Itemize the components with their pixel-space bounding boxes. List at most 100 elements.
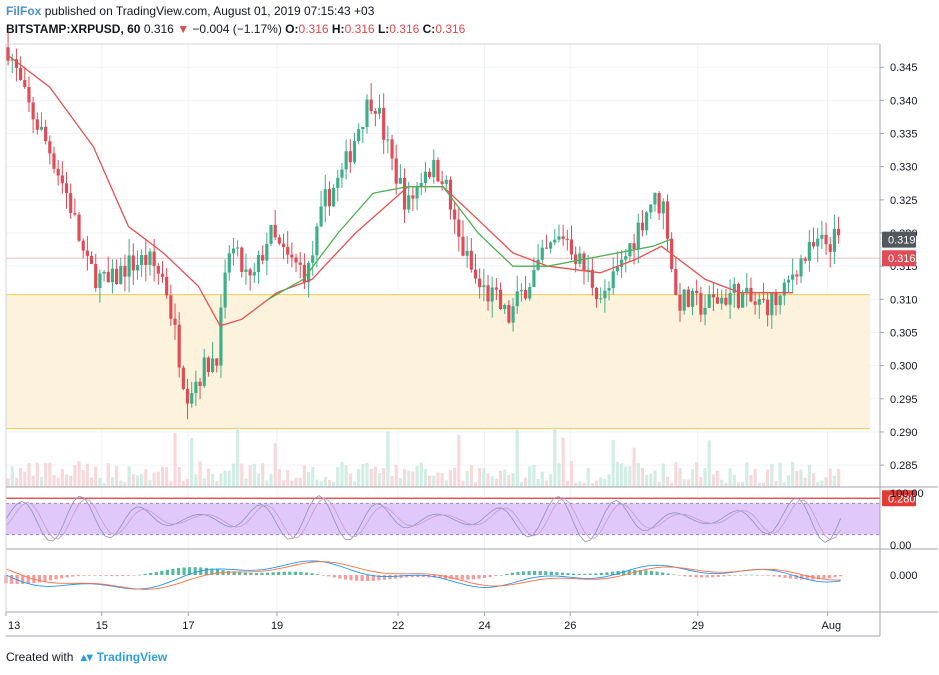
macd-histogram-bar <box>839 575 843 577</box>
volume-bar <box>181 480 185 487</box>
candle-body <box>749 287 753 302</box>
macd-histogram-bar <box>744 574 748 576</box>
candle-body <box>786 279 791 283</box>
candle-body <box>732 283 736 293</box>
candle-body <box>448 179 453 210</box>
time-tick-label: Aug <box>822 620 842 632</box>
candle-body <box>678 294 682 311</box>
candle-body <box>745 287 749 294</box>
macd-histogram-bar <box>154 571 158 575</box>
candle-body <box>236 247 240 249</box>
volume-bar <box>23 471 27 487</box>
time-tick-label: 24 <box>479 620 491 632</box>
volume-bar <box>273 443 277 487</box>
down-arrow-icon: ▼ <box>177 22 190 36</box>
macd-histogram-bar <box>661 572 665 575</box>
candle-body <box>674 268 678 295</box>
macd-histogram-bar <box>605 572 609 575</box>
candle-body <box>98 273 102 288</box>
price-tick-label: 0.310 <box>890 294 918 306</box>
volume-bar <box>194 474 198 487</box>
macd-histogram-bar <box>449 575 453 580</box>
tradingview-logo-icon[interactable]: ▴▾ <box>80 650 93 664</box>
author-name[interactable]: FilFox <box>6 4 42 18</box>
volume-bar <box>332 482 336 487</box>
price-axis[interactable]: 0.3450.3400.3350.3300.3250.3200.3150.310… <box>880 62 924 582</box>
time-axis[interactable]: 13 15 17 19 22 24 26 29 Aug <box>5 612 880 637</box>
candle-body <box>35 119 39 130</box>
candle-body <box>332 187 336 207</box>
macd-histogram-bar <box>599 572 603 575</box>
macd-histogram-bar <box>555 572 559 575</box>
candle-body <box>261 255 265 261</box>
volume-bar <box>824 477 828 487</box>
candle-body <box>690 290 695 307</box>
candle-body <box>277 237 281 244</box>
volume-bar <box>653 470 657 487</box>
macd-histogram-bar <box>71 575 75 577</box>
macd-histogram-bar <box>533 570 537 575</box>
candle-body <box>557 236 561 240</box>
macd-histogram-bar <box>304 572 309 575</box>
candle-body <box>219 307 223 366</box>
volume-bar <box>302 465 306 487</box>
macd-histogram-bar <box>288 571 292 575</box>
macd-histogram-bar <box>777 575 782 578</box>
macd-histogram-bar <box>65 575 69 578</box>
volume-bar <box>77 461 81 487</box>
volume-bar <box>811 473 816 487</box>
volume-bar <box>770 463 774 487</box>
volume-bar <box>85 463 89 487</box>
macd-histogram-bar <box>299 572 303 575</box>
candle-body <box>519 289 523 292</box>
macd-histogram-bar <box>466 575 470 580</box>
candle-body <box>807 242 811 261</box>
macd-histogram-bar <box>738 575 743 576</box>
macd-histogram-bar <box>571 573 576 575</box>
candle-body <box>498 289 503 310</box>
volume-bar <box>695 462 699 487</box>
macd-histogram-bar <box>399 575 403 578</box>
candle-body <box>323 189 327 207</box>
moving-average-line <box>5 53 793 327</box>
volume-bar <box>515 429 519 487</box>
macd-histogram-bar <box>783 575 787 578</box>
macd-histogram-bar <box>366 575 370 582</box>
volume-bar <box>753 468 757 487</box>
volume-bar <box>828 468 832 487</box>
last-price: 0.316 <box>143 22 174 36</box>
macd-histogram-bar <box>438 575 442 579</box>
volume-bar <box>461 480 465 487</box>
price-tick-label: 0.300 <box>890 361 918 373</box>
price-tick-label: 0.290 <box>890 427 918 439</box>
price-label-text: 0.316 <box>888 253 916 265</box>
candle-body <box>102 271 106 274</box>
volume-bar <box>836 468 841 487</box>
tradingview-brand[interactable]: TradingView <box>96 650 168 664</box>
macd-histogram-bar <box>683 575 687 577</box>
macd-histogram-bar <box>499 574 503 576</box>
candle-body <box>352 140 357 163</box>
volume-bar <box>682 479 686 487</box>
price-label-text: 0.280 <box>888 493 916 505</box>
candle-body <box>60 175 64 184</box>
symbol-info: BITSTAMP:XRPUSD, 60 0.316 ▼ −0.004 (−1.1… <box>6 22 465 36</box>
macd-histogram-bar <box>271 572 275 575</box>
macd-histogram-bar <box>260 572 264 575</box>
volume-bar <box>711 474 715 487</box>
candle-body <box>23 79 27 88</box>
volume-bar <box>553 427 557 487</box>
macd-histogram-bar <box>488 575 492 578</box>
volume-bar <box>160 466 165 487</box>
macd-histogram-bar <box>93 575 97 576</box>
candle-body <box>544 247 549 249</box>
macd-histogram-bar <box>110 575 114 577</box>
macd-histogram-bar <box>699 575 704 578</box>
macd-histogram-bar <box>226 570 231 575</box>
macd-histogram-bar <box>21 575 25 585</box>
volume-bar <box>419 462 423 487</box>
candle-body <box>549 242 553 249</box>
macd-histogram-bar <box>833 575 837 578</box>
macd-histogram-bar <box>416 575 420 578</box>
